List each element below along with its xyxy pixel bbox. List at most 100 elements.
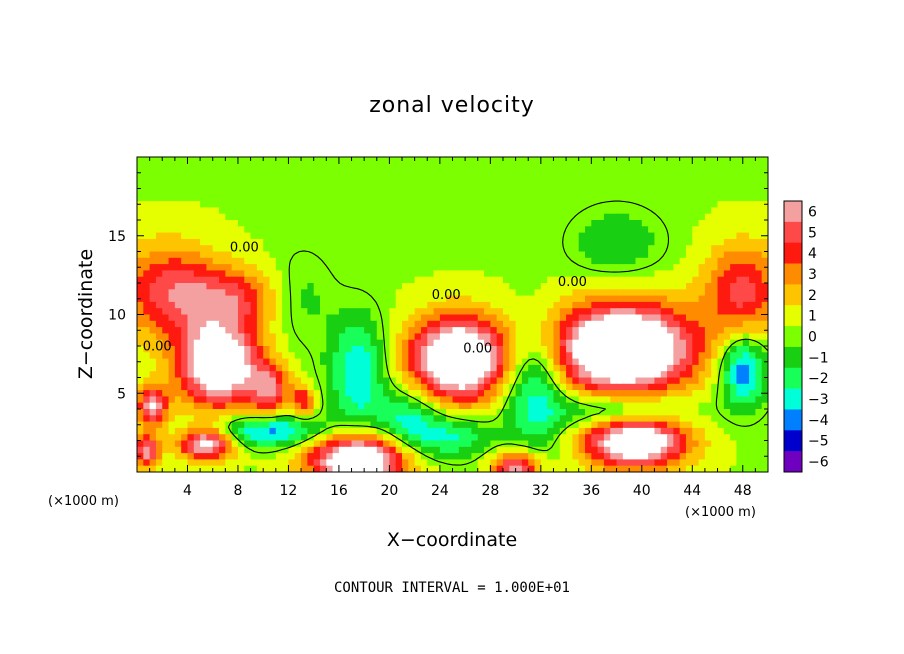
field-cell (685, 257, 693, 265)
field-cell (301, 396, 308, 404)
field-cell (585, 182, 592, 190)
field-cell (679, 314, 687, 322)
field-cell (509, 289, 517, 297)
field-cell (244, 383, 252, 391)
field-cell (383, 364, 390, 372)
field-cell (742, 320, 750, 328)
field-cell (427, 453, 435, 460)
field-cell (301, 188, 308, 196)
field-cell (566, 421, 573, 429)
field-cell (149, 421, 157, 429)
field-cell (509, 157, 517, 164)
field-cell (307, 371, 315, 379)
field-cell (395, 327, 403, 334)
field-cell (275, 289, 283, 297)
field-cell (206, 163, 214, 171)
field-cell (465, 396, 473, 404)
field-cell (174, 220, 182, 227)
field-cell (446, 301, 454, 309)
field-cell (162, 220, 170, 227)
field-cell (395, 264, 403, 271)
field-cell (673, 301, 681, 309)
field-cell (137, 364, 144, 372)
field-cell (414, 371, 422, 379)
field-cell (301, 264, 308, 271)
field-cell (742, 339, 750, 347)
field-cell (269, 220, 277, 227)
field-cell (761, 339, 768, 347)
field-cell (534, 409, 542, 416)
field-cell (137, 352, 144, 360)
field-cell (641, 295, 649, 303)
field-cell (622, 175, 630, 183)
field-cell (332, 314, 340, 322)
field-cell (275, 427, 283, 435)
field-cell (439, 264, 447, 271)
field-cell (420, 207, 428, 215)
field-cell (143, 201, 151, 208)
field-cell (452, 270, 460, 278)
field-cell (313, 182, 321, 190)
field-cell (433, 459, 441, 467)
field-cell (219, 283, 226, 290)
field-cell (288, 157, 296, 164)
field-cell (149, 333, 157, 341)
field-cell (389, 175, 397, 183)
field-cell (364, 226, 372, 234)
field-cell (452, 283, 460, 290)
field-cell (723, 270, 731, 278)
field-cell (446, 327, 454, 334)
field-cell (730, 238, 738, 246)
field-cell (603, 201, 611, 208)
field-cell (603, 421, 611, 429)
field-cell (408, 295, 416, 303)
field-cell (547, 453, 555, 460)
field-cell (282, 251, 290, 259)
field-cell (433, 434, 441, 442)
field-cell (540, 283, 548, 290)
field-cell (206, 188, 214, 196)
field-cell (319, 409, 327, 416)
field-cell (149, 163, 157, 171)
field-cell (414, 453, 422, 460)
field-cell (162, 327, 170, 334)
field-cell (458, 188, 466, 196)
field-cell (174, 232, 182, 240)
field-cell (496, 396, 504, 404)
field-cell (452, 308, 460, 316)
field-cell (307, 169, 315, 177)
field-cell (275, 308, 283, 316)
field-cell (654, 320, 662, 328)
field-cell (591, 377, 599, 385)
field-cell (559, 352, 567, 360)
field-cell (338, 434, 346, 442)
field-cell (566, 264, 573, 271)
field-cell (723, 257, 731, 265)
field-cell (585, 283, 592, 290)
field-cell (477, 390, 485, 397)
field-cell (452, 339, 460, 347)
field-cell (376, 427, 384, 435)
field-cell (502, 339, 510, 347)
field-cell (370, 213, 378, 221)
field-cell (439, 390, 447, 397)
field-cell (673, 238, 681, 246)
field-cell (616, 415, 624, 423)
field-cell (591, 440, 599, 448)
field-cell (534, 308, 542, 316)
field-cell (383, 257, 390, 265)
field-cell (319, 371, 327, 379)
field-cell (603, 188, 611, 196)
field-cell (629, 440, 637, 448)
field-cell (736, 446, 744, 454)
field-cell (654, 440, 662, 448)
field-cell (402, 308, 409, 316)
field-cell (294, 314, 302, 322)
field-cell (137, 257, 144, 265)
field-cell (357, 339, 365, 347)
field-cell (364, 352, 372, 360)
field-cell (389, 251, 397, 259)
field-cell (212, 364, 220, 372)
field-cell (402, 427, 409, 435)
field-cell (749, 226, 756, 234)
